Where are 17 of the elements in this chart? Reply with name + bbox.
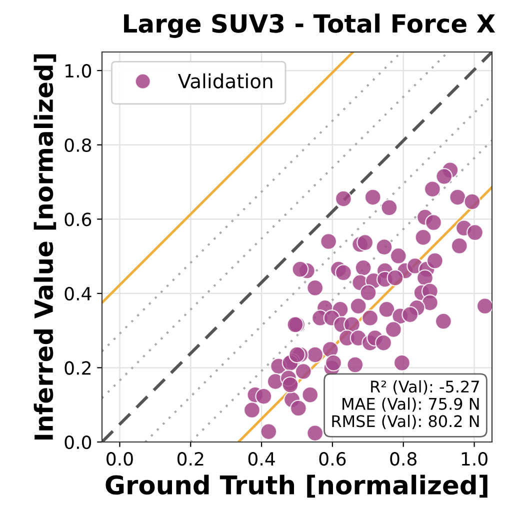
x-tick-label: 0.6 [319, 452, 346, 466]
y-tick-label: 0.0 [64, 435, 92, 450]
x-tick-label: 0.0 [106, 452, 133, 466]
y-tick-label: 0.4 [64, 286, 92, 301]
x-tick-label: 0.8 [390, 452, 416, 466]
x-tick-label: 1.0 [462, 452, 488, 466]
x-axis-title: Ground Truth [normalized] [106, 474, 488, 498]
y-tick-label: 0.2 [64, 361, 90, 375]
y-tick-label: 0.8 [64, 138, 92, 152]
y-tick-label: 0.6 [64, 212, 92, 226]
x-tick-label: 0.2 [177, 452, 204, 466]
chart-title: Large SUV3 - Total Force X [124, 14, 496, 38]
y-tick-label: 1.0 [66, 64, 92, 78]
y-axis-title: Inferred Value [normalized] [34, 54, 56, 440]
x-tick-label: 0.4 [248, 452, 275, 466]
annotation: R² (Val): -5.27 MAE (Val): 75.9 N RMSE (Val): 80.2 N [332, 380, 479, 430]
legend-label: Validation [178, 73, 272, 88]
